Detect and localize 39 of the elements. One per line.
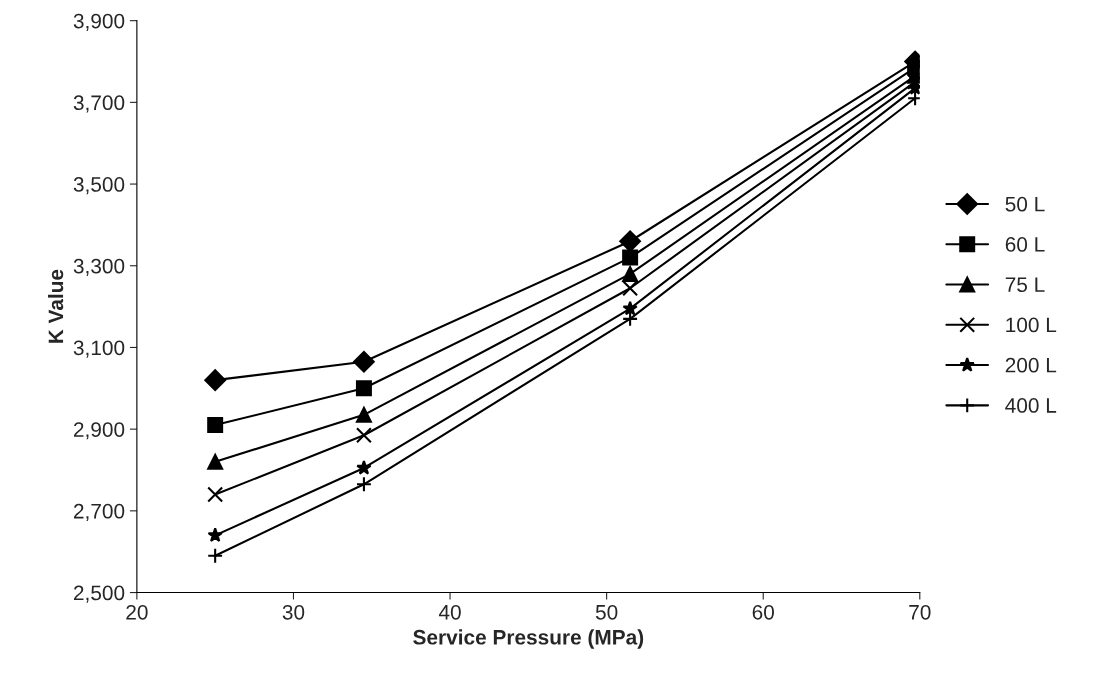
point [622, 280, 639, 297]
point [622, 300, 638, 316]
y-axis-title: K Value [47, 269, 64, 343]
point [204, 369, 227, 391]
x-tick-label: 20 [126, 604, 148, 620]
legend-label: 100 L [1006, 317, 1057, 333]
y-tick-label: 2,900 [73, 422, 125, 440]
x-axis-title: Service Pressure (MPa) [413, 629, 644, 649]
legend-label: 400 L [1005, 398, 1057, 413]
point [355, 476, 372, 493]
y-tick-label: 3,100 [73, 340, 125, 358]
legend-label: 75 L [1005, 277, 1045, 293]
point [207, 527, 223, 543]
x-tick-label: 70 [909, 604, 931, 620]
point [355, 406, 372, 423]
y-tick-label: 3,500 [73, 177, 125, 195]
legend-label: 60 L [1005, 237, 1045, 252]
x-tick-label: 60 [752, 604, 774, 620]
legend-label: 50 L [1005, 196, 1045, 212]
x-tick-label: 40 [438, 604, 461, 620]
point [207, 486, 224, 503]
point [355, 380, 372, 397]
point [622, 249, 639, 266]
legend-label: 200 L [1005, 357, 1057, 373]
x-tick-label: 50 [595, 604, 618, 620]
point [619, 230, 641, 253]
y-tick-label: 2,500 [73, 585, 125, 603]
y-tick-label: 3,700 [73, 95, 125, 113]
y-tick-label: 3,900 [73, 13, 125, 31]
point [207, 547, 224, 564]
x-tick-label: 30 [282, 604, 305, 620]
y-tick-label: 2,700 [73, 503, 125, 522]
point [355, 427, 372, 444]
y-tick-label: 3,300 [73, 258, 125, 276]
point [353, 350, 375, 373]
point [207, 417, 224, 434]
point [622, 265, 639, 282]
point [356, 459, 372, 475]
point [207, 453, 224, 470]
